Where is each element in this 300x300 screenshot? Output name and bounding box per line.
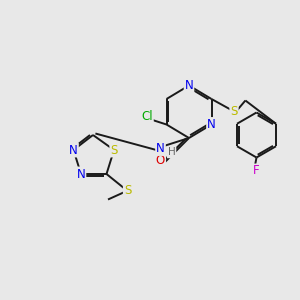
Text: N: N [207, 118, 216, 131]
Text: N: N [69, 143, 78, 157]
Text: N: N [184, 79, 194, 92]
Text: F: F [253, 164, 260, 178]
Text: H: H [168, 147, 176, 158]
Text: S: S [110, 143, 118, 157]
Text: O: O [156, 154, 165, 167]
Text: Cl: Cl [141, 110, 153, 124]
Text: S: S [124, 184, 131, 197]
Text: N: N [76, 167, 85, 181]
Text: S: S [230, 105, 238, 118]
Text: N: N [156, 142, 165, 155]
